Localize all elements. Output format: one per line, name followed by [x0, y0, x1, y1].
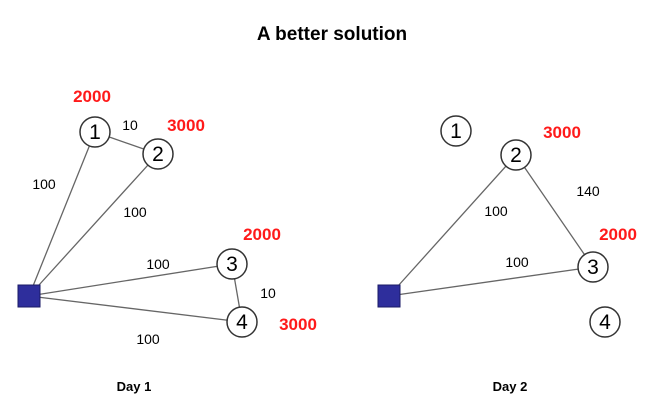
day2-label: Day 2: [493, 379, 528, 394]
day1-node-4-circle: [226, 306, 258, 338]
day1-node-2-demand: 3000: [167, 116, 205, 135]
day2-node-4-label: 4: [599, 311, 611, 334]
day1-depot-square: [17, 284, 41, 308]
day2-edge-depot-2: [388, 154, 517, 297]
day2-node-2-circle: [500, 139, 532, 171]
day1-node-2-label: 2: [152, 143, 164, 166]
day1-node-3-label: 3: [226, 253, 238, 276]
day1-label: Day 1: [117, 379, 152, 394]
day1-edge-weight-3-4: 10: [260, 285, 276, 301]
day1-edge-depot-3: [28, 263, 233, 297]
day2-node-3-circle: [577, 251, 609, 283]
day2-edge-weight-2-3: 140: [576, 183, 600, 199]
day2-node-1-label: 1: [450, 120, 462, 143]
day1-node-1-circle: [79, 116, 111, 148]
day2-depot-square: [377, 284, 401, 308]
labels-layer: 100 10 100 100 10 100 2000 3000 2000 3000 Day 1 100…: [32, 87, 637, 394]
day2-node-4-circle: [589, 306, 621, 338]
day1-edge-weight-depot-2: 100: [123, 204, 147, 220]
day1-edge-depot-2: [28, 153, 159, 297]
day1-node-4-demand: 3000: [279, 315, 317, 334]
day2-edge-weight-depot-3: 100: [505, 254, 529, 270]
nodes-layer: 1 2 3 4 1 2 3 4: [17, 115, 621, 338]
day1-node-2-circle: [142, 138, 174, 170]
day2-node-2-demand: 3000: [543, 123, 581, 142]
day1-node-3-circle: [216, 248, 248, 280]
day2-node-3-demand: 2000: [599, 225, 637, 244]
day1-node-1-label: 1: [89, 121, 101, 144]
day2-node-3-label: 3: [587, 256, 599, 279]
diagram-title: A better solution: [257, 24, 407, 45]
day1-edge-weight-depot-4: 100: [136, 331, 160, 347]
day1-edge-weight-depot-3: 100: [146, 256, 170, 272]
day1-node-4-label: 4: [236, 311, 248, 334]
day1-node-1-demand: 2000: [73, 87, 111, 106]
day1-edge-depot-1: [28, 131, 96, 297]
edges-layer: [28, 131, 594, 323]
day2-edge-2-3: [515, 154, 594, 268]
day2-node-2-label: 2: [510, 144, 522, 167]
day1-edge-weight-depot-1: 100: [32, 176, 56, 192]
day2-node-1-circle: [440, 115, 472, 147]
day1-node-3-demand: 2000: [243, 225, 281, 244]
day1-edge-depot-4: [28, 295, 243, 323]
day2-edge-weight-depot-2: 100: [484, 203, 508, 219]
day2-edge-depot-3: [388, 266, 594, 297]
day1-edge-weight-1-2: 10: [122, 117, 138, 133]
